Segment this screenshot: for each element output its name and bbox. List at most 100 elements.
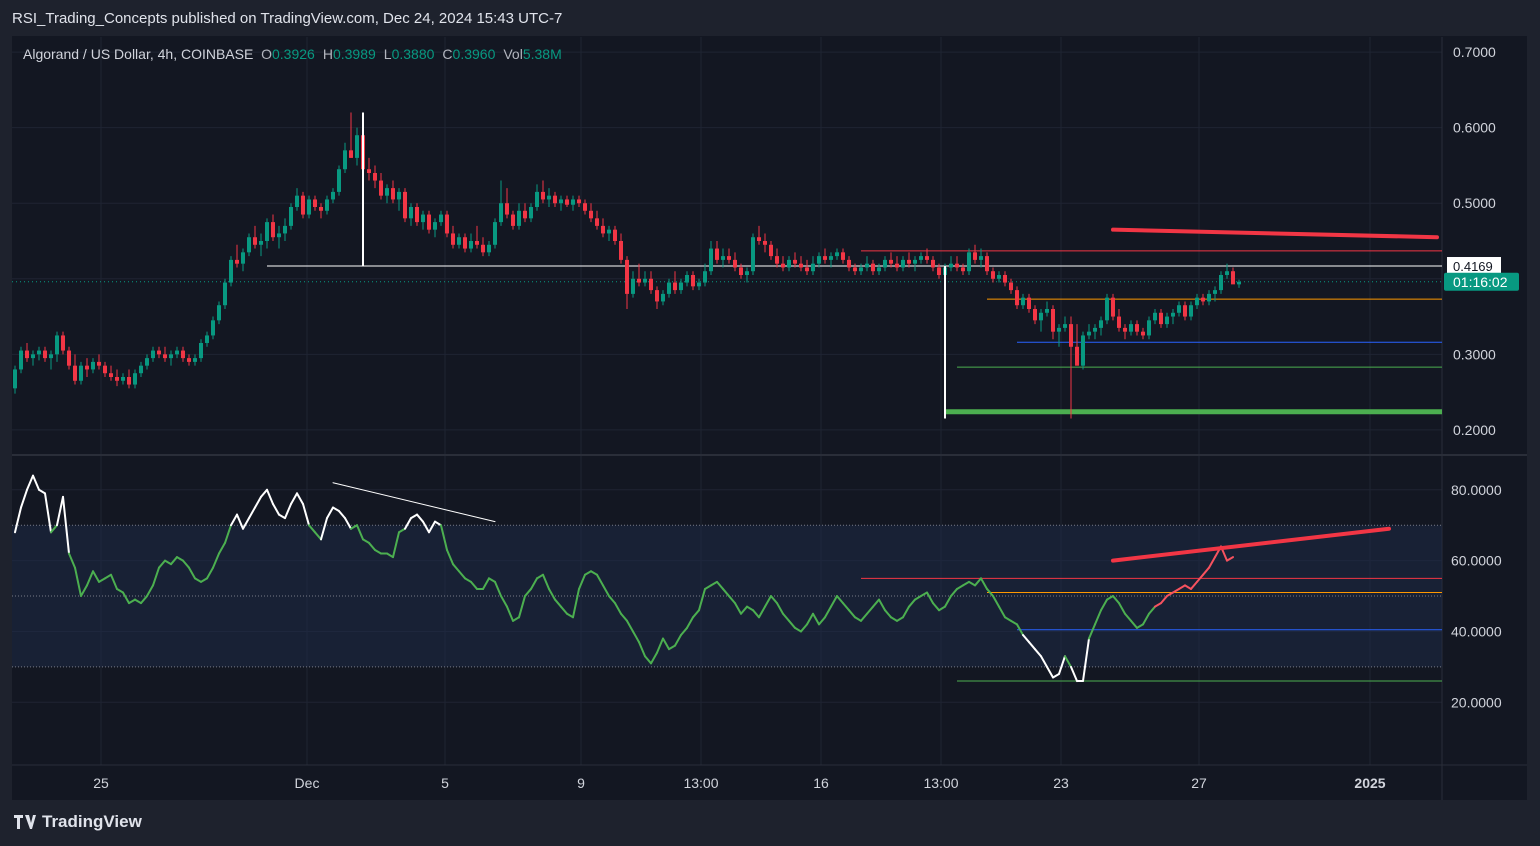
rsi-segment	[1154, 602, 1162, 608]
candle-body	[391, 188, 395, 200]
rsi-segment	[320, 517, 328, 541]
candle-body	[499, 203, 503, 223]
candle-body	[913, 259, 917, 264]
rsi-tick-label: 80.0000	[1451, 482, 1502, 498]
candle-body	[397, 191, 401, 200]
candle-body	[457, 237, 461, 245]
candle-body	[439, 214, 443, 223]
rsi-segment	[116, 587, 124, 594]
candle-body	[187, 358, 191, 362]
candle-body	[163, 354, 167, 359]
candle-body	[247, 237, 251, 253]
rsi-segment	[566, 612, 574, 619]
rsi-segment	[98, 577, 106, 583]
rsi-segment	[716, 580, 724, 590]
candle-body	[529, 207, 533, 219]
level-price-badge	[1447, 257, 1501, 274]
candle-body	[721, 256, 725, 260]
publisher-line: RSI_Trading_Concepts published on Tradin…	[12, 10, 563, 27]
rsi-segment	[1178, 584, 1186, 590]
brand-name: TradingView	[42, 812, 142, 831]
price-tick-label: 0.6000	[1453, 120, 1496, 136]
close-label: C	[442, 46, 453, 62]
candle-body	[1027, 297, 1031, 309]
candle-body	[1225, 271, 1229, 275]
rsi-segment	[212, 552, 220, 569]
rsi-segment	[1016, 623, 1024, 636]
candle-body	[367, 169, 371, 173]
rsi-segment	[788, 619, 796, 629]
candle-body	[49, 354, 53, 359]
rsi-segment	[698, 587, 706, 612]
axes: 0.7000 0.6000 0.5000 0.4169 0.3000 0.2000 01:1…	[93, 44, 1519, 791]
rsi-segment	[1034, 648, 1042, 658]
time-tick-label: 2025	[1354, 775, 1385, 791]
price-tick-label: 0.7000	[1453, 44, 1496, 60]
time-tick-label: 23	[1053, 775, 1069, 791]
candle-body	[199, 343, 203, 359]
rsi-segment	[392, 531, 400, 559]
chart-frame[interactable]	[12, 36, 1527, 800]
publisher-bar: RSI_Trading_Concepts published on Tradin…	[0, 0, 1540, 36]
candle-body	[223, 282, 227, 306]
candle-body	[1147, 320, 1151, 336]
time-tick-label: 16	[813, 775, 829, 791]
candle-body	[1009, 282, 1013, 291]
rsi-segment	[794, 626, 802, 633]
candle-body	[637, 278, 641, 283]
candle-body	[1177, 305, 1181, 313]
candle-body	[1081, 335, 1085, 366]
candle-body	[901, 259, 905, 268]
candle-body	[331, 191, 335, 200]
rsi-segment	[782, 612, 790, 622]
rsi-segment	[680, 626, 688, 636]
rsi-segment	[266, 488, 274, 505]
brand-footer[interactable]: TradingView	[14, 812, 142, 832]
candle-body	[703, 271, 707, 283]
rsi-segment	[728, 595, 736, 605]
candle-body	[739, 267, 743, 275]
candle-body	[217, 305, 221, 321]
candle-body	[1189, 305, 1193, 317]
candle-body	[61, 335, 65, 351]
candle-body	[763, 241, 767, 245]
candle-body	[1111, 297, 1115, 317]
rsi-segment	[668, 644, 676, 651]
candle-body	[865, 263, 869, 268]
grid	[12, 37, 1527, 800]
candle-body	[757, 237, 761, 241]
candle-body	[241, 252, 245, 264]
rsi-segment	[872, 598, 880, 608]
rsi-segment	[410, 513, 418, 520]
rsi-segment	[926, 591, 934, 605]
candle-body	[1165, 316, 1169, 325]
rsi-segment	[506, 605, 514, 622]
candle-body	[265, 222, 269, 241]
rsi-segment	[134, 598, 142, 605]
candle-body	[289, 207, 293, 226]
rsi-segment	[722, 587, 730, 598]
candle-body	[1051, 309, 1055, 332]
rsi-segment	[1046, 665, 1054, 679]
candle-body	[325, 199, 329, 211]
low-value: 0.3880	[391, 46, 435, 62]
candle-body	[919, 256, 923, 260]
rsi-segment	[356, 524, 364, 541]
candle-body	[985, 256, 989, 272]
rsi-segment	[860, 612, 868, 622]
rsi-segment	[554, 598, 562, 608]
rsi-segment	[806, 612, 814, 626]
candle-body	[799, 263, 803, 268]
candle-body	[421, 214, 425, 223]
candle-body	[613, 229, 617, 241]
candle-body	[925, 256, 929, 260]
candle-body	[817, 256, 821, 264]
rsi-segment	[590, 570, 598, 576]
rsi-segment	[332, 506, 340, 513]
rsi-segment	[1172, 587, 1180, 594]
candle-body	[553, 195, 557, 204]
rsi-segment	[710, 580, 718, 587]
rsi-segment	[950, 587, 958, 598]
candle-body	[745, 271, 749, 275]
